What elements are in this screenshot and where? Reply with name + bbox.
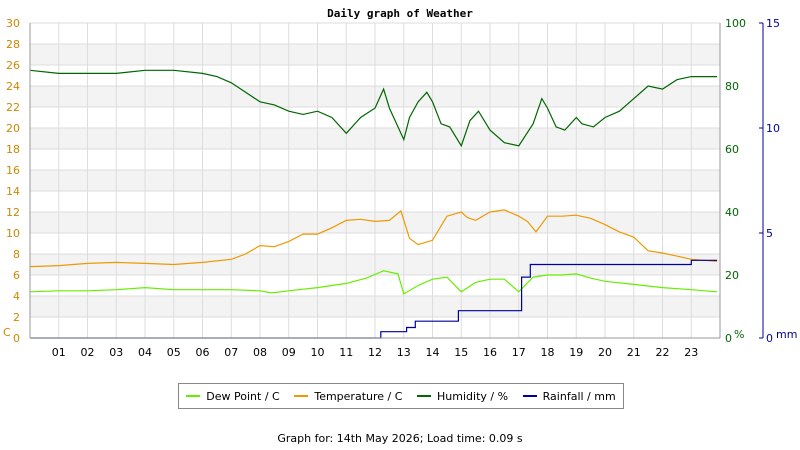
left-tick-label: 6 <box>13 269 20 282</box>
left-tick-label: 4 <box>13 290 20 303</box>
x-tick-label: 11 <box>339 346 353 359</box>
legend-swatch-rainfall <box>522 395 537 397</box>
x-tick-label: 18 <box>541 346 555 359</box>
humidity-tick-label: 0 <box>725 332 732 345</box>
left-tick-label: 30 <box>6 17 20 30</box>
legend-item-rainfall: Rainfall / mm <box>522 389 616 403</box>
x-tick-label: 03 <box>109 346 123 359</box>
x-tick-label: 08 <box>253 346 267 359</box>
x-tick-label: 04 <box>138 346 152 359</box>
legend-label-dew-point: Dew Point / C <box>206 389 280 403</box>
humidity-tick-label: 40 <box>725 206 739 219</box>
left-tick-label: 18 <box>6 143 20 156</box>
x-tick-label: 22 <box>656 346 670 359</box>
humidity-tick-label: 100 <box>725 17 746 30</box>
legend-label-temperature: Temperature / C <box>314 389 403 403</box>
plot-axes <box>29 22 764 339</box>
x-tick-label: 12 <box>368 346 382 359</box>
chart-title: Daily graph of Weather <box>327 7 473 20</box>
x-tick-label: 23 <box>684 346 698 359</box>
left-tick-label: 26 <box>6 59 20 72</box>
x-tick-label: 14 <box>426 346 440 359</box>
legend-label-rainfall: Rainfall / mm <box>542 389 616 403</box>
series-line-dew <box>29 270 718 295</box>
left-tick-label: 2 <box>13 311 20 324</box>
x-tick-label: 02 <box>81 346 95 359</box>
legend-swatch-humidity <box>417 395 432 397</box>
legend: Dew Point / C Temperature / C Humidity /… <box>178 383 624 409</box>
humidity-tick-label: 80 <box>725 80 739 93</box>
x-tick-label: 13 <box>397 346 411 359</box>
rain-tick-label: 5 <box>766 227 773 240</box>
legend-item-dew-point: Dew Point / C <box>186 389 280 403</box>
series-line-humidity <box>29 69 718 148</box>
legend-swatch-dew-point <box>186 395 201 397</box>
humidity-tick-label: 60 <box>725 143 739 156</box>
rain-tick-label: 0 <box>766 332 773 345</box>
left-tick-label: 28 <box>6 38 20 51</box>
x-tick-label: 07 <box>224 346 238 359</box>
left-tick-label: 8 <box>13 248 20 261</box>
left-tick-label: 20 <box>6 122 20 135</box>
series-line-rainfall <box>30 259 718 339</box>
x-tick-label: 15 <box>454 346 468 359</box>
rain-tick-label: 10 <box>766 122 780 135</box>
humidity-axis-unit: % <box>734 328 744 341</box>
left-tick-label: 0 <box>13 332 20 345</box>
x-tick-label: 09 <box>282 346 296 359</box>
rain-axis-unit: mm <box>776 328 797 341</box>
rain-tick-label: 15 <box>766 17 780 30</box>
left-axis-unit: C <box>3 326 11 339</box>
x-tick-label: 01 <box>52 346 66 359</box>
legend-label-humidity: Humidity / % <box>437 389 509 403</box>
x-tick-label: 20 <box>598 346 612 359</box>
x-tick-label: 10 <box>311 346 325 359</box>
humidity-tick-label: 20 <box>725 269 739 282</box>
x-tick-label: 21 <box>627 346 641 359</box>
legend-swatch-temperature <box>294 395 309 397</box>
left-tick-label: 12 <box>6 206 20 219</box>
legend-item-temperature: Temperature / C <box>294 390 402 403</box>
x-tick-label: 06 <box>196 346 210 359</box>
series-layer <box>29 69 718 339</box>
x-tick-label: 05 <box>167 346 181 359</box>
left-tick-label: 24 <box>6 80 20 93</box>
x-tick-label: 17 <box>512 346 526 359</box>
x-tick-label: 19 <box>569 346 583 359</box>
x-tick-label: 16 <box>483 346 497 359</box>
legend-item-humidity: Humidity / % <box>417 390 508 403</box>
footer-text: Graph for: 14th May 2026; Load time: 0.0… <box>277 432 523 445</box>
left-tick-label: 16 <box>6 164 20 177</box>
series-line-temperature <box>29 209 718 268</box>
left-tick-label: 10 <box>6 227 20 240</box>
left-tick-label: 14 <box>6 185 20 198</box>
left-tick-label: 22 <box>6 101 20 114</box>
tick-labels: 0246810121416182022242628300204060801000… <box>6 17 780 359</box>
